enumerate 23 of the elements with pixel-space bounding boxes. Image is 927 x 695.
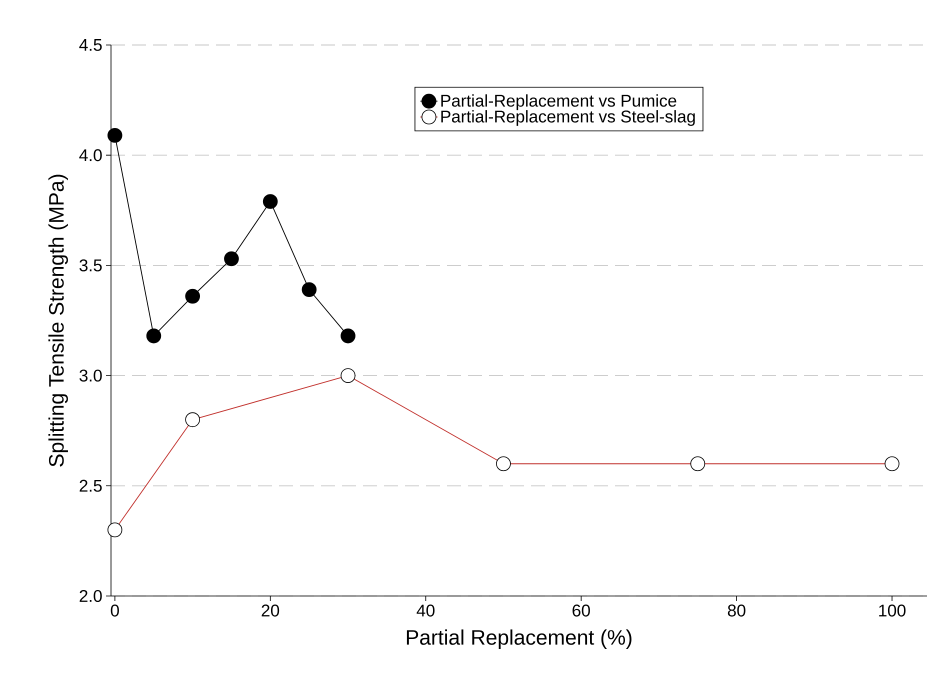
point — [185, 288, 200, 304]
point — [146, 328, 162, 344]
y-tick-label: 2.5 — [80, 480, 102, 492]
legend-label: Partial-Replacement vs Pumice — [441, 94, 676, 110]
y-tick-label: 4.5 — [79, 39, 102, 51]
y-tick-label: 3.0 — [79, 370, 102, 382]
y-tick-label: 3.5 — [79, 259, 102, 272]
x-tick-label: 60 — [572, 604, 590, 617]
point — [302, 282, 317, 298]
y-tick-label: 2.0 — [80, 590, 102, 602]
x-tick-label: 40 — [416, 604, 435, 617]
x-tick-label: 0 — [110, 604, 119, 617]
point — [224, 251, 239, 266]
x-tick-label: 80 — [728, 604, 746, 617]
point — [340, 328, 356, 344]
y-axis-title: Splitting Tensile Strength (MPa) — [48, 174, 68, 467]
y-tick-label: 4.0 — [79, 149, 102, 162]
point — [107, 128, 122, 143]
point — [262, 194, 278, 209]
x-tick-label: 100 — [879, 604, 906, 617]
x-axis-title: Partial Replacement (%) — [406, 629, 632, 649]
legend-label: Partial-Replacement vs Steel-slag — [441, 110, 695, 126]
x-tick-label: 20 — [262, 604, 280, 617]
